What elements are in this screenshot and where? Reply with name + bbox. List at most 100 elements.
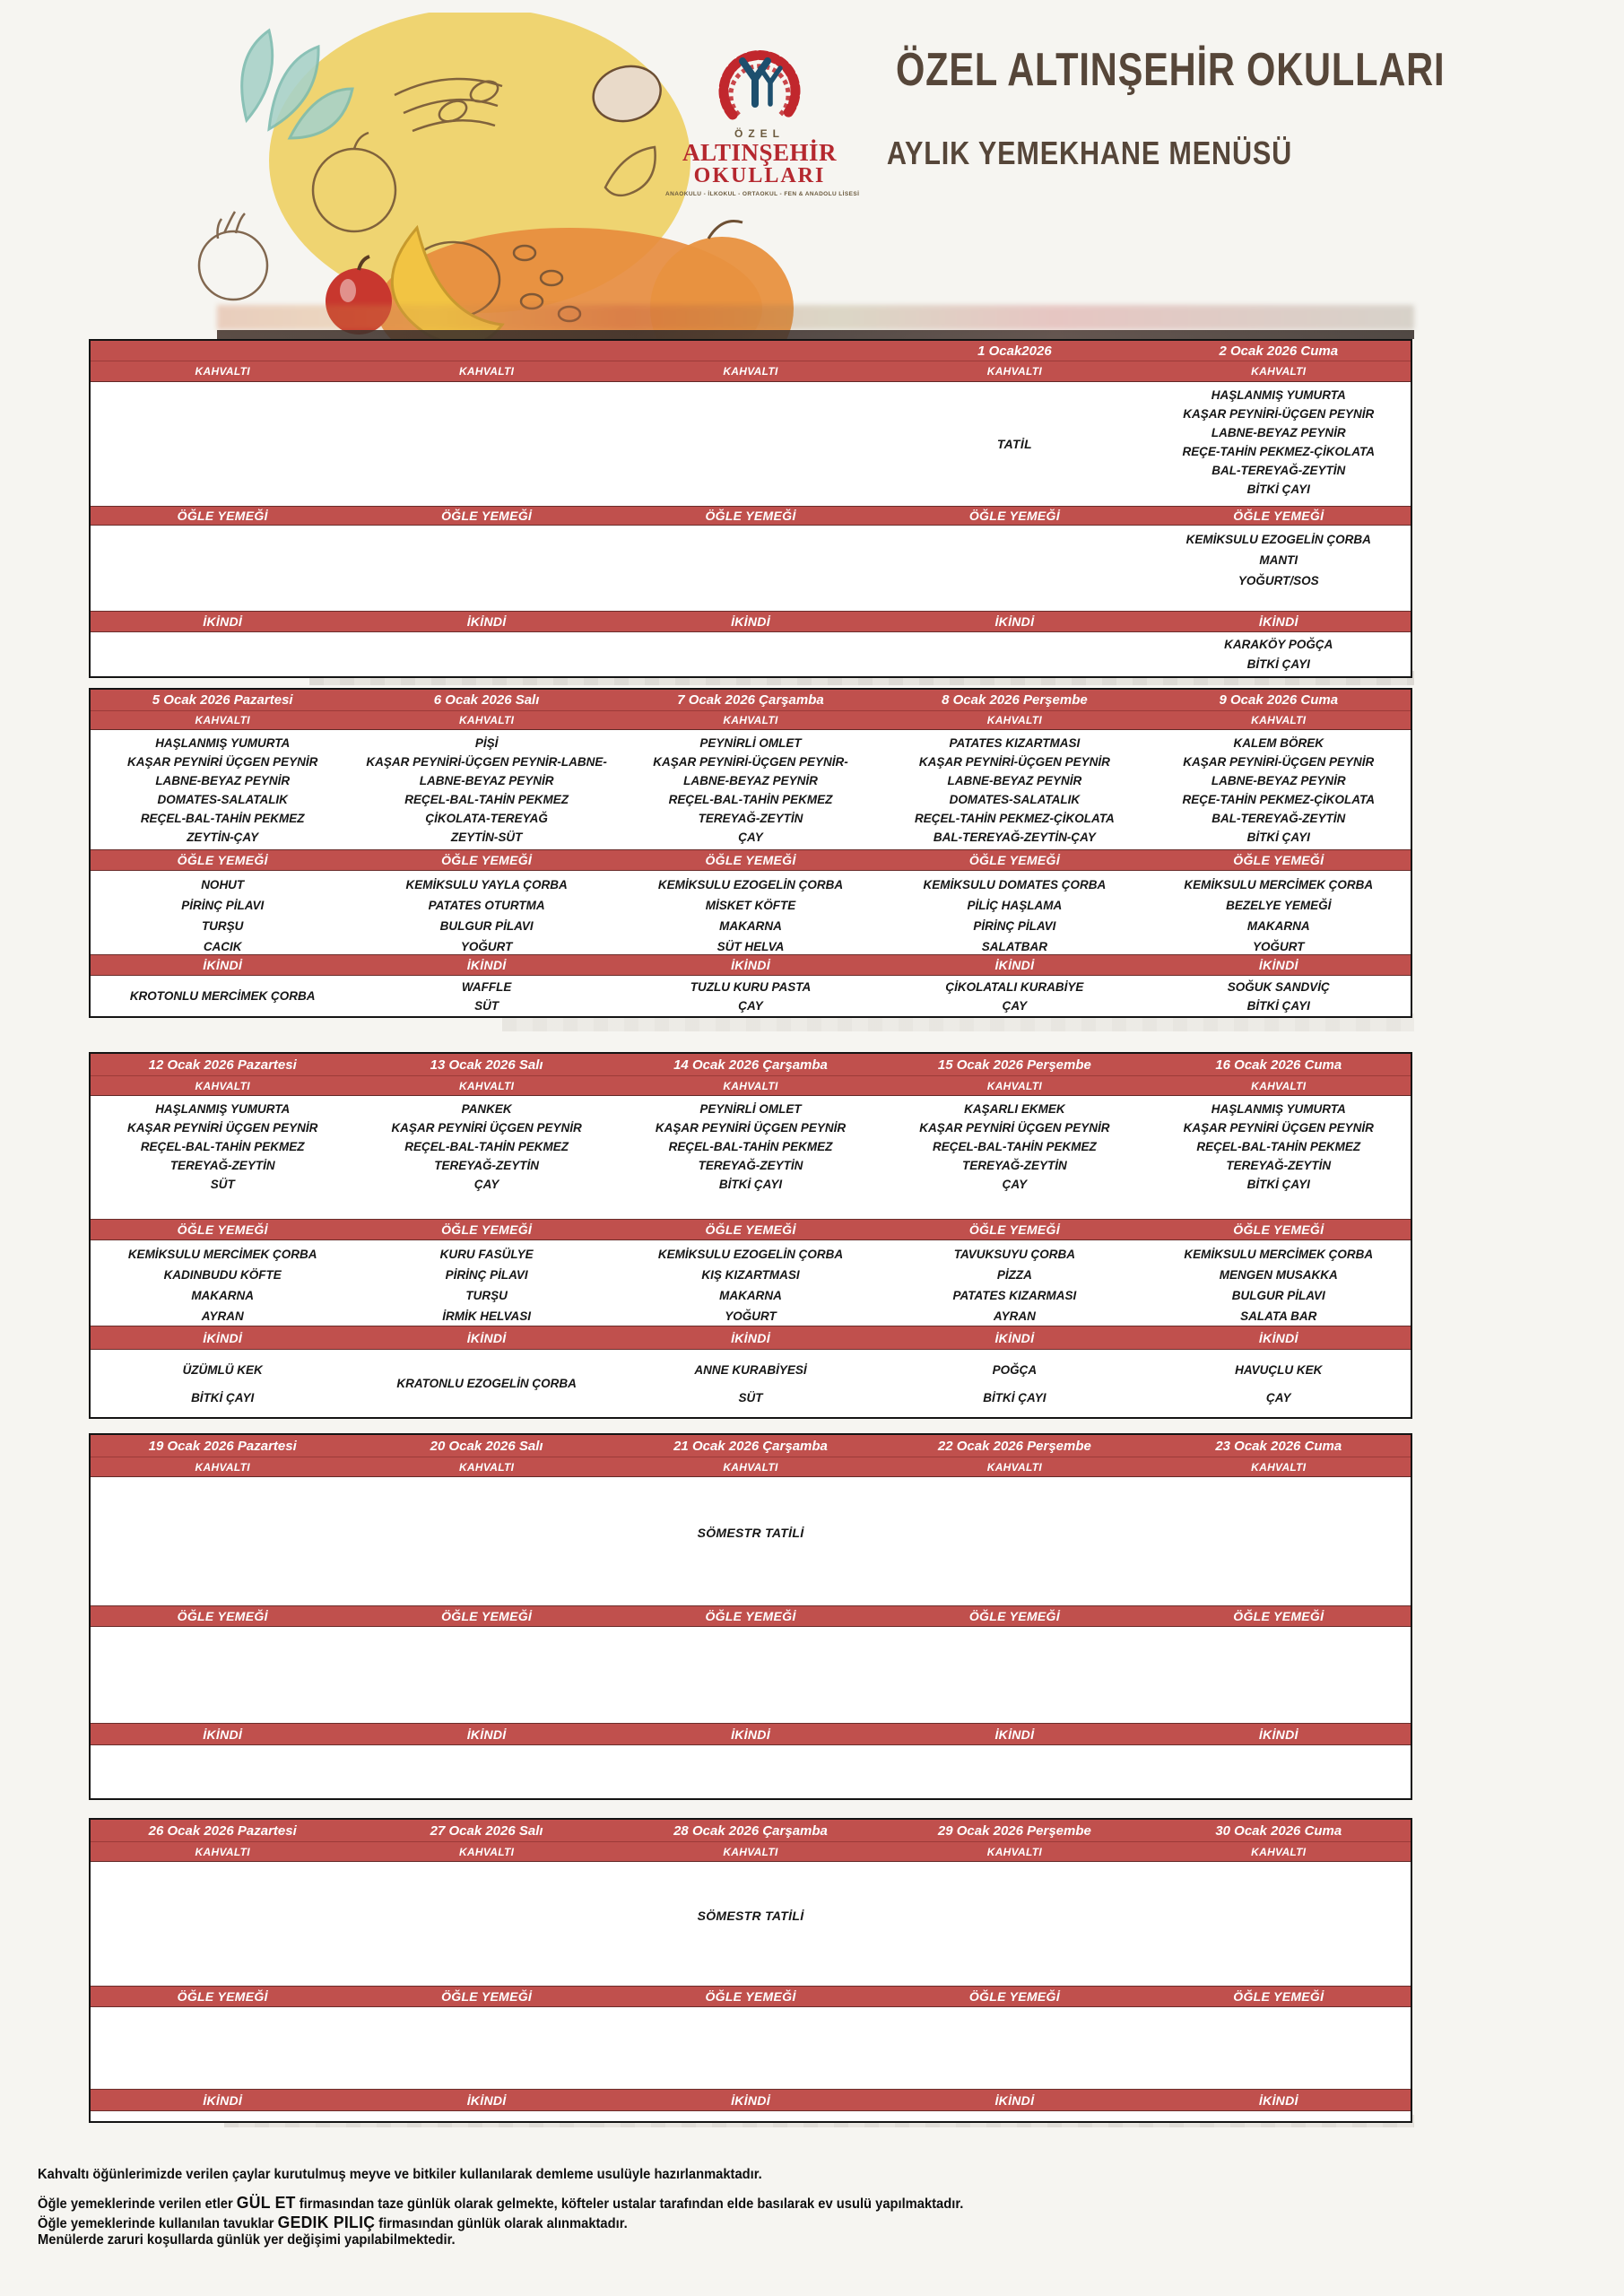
menu-item: TURŞU: [465, 1289, 508, 1302]
lunch-header-label: ÖĞLE YEMEĞİ: [968, 853, 1060, 867]
menu-item: KAŞAR PEYNİRİ ÜÇGEN PEYNİR: [127, 1121, 318, 1135]
snack-header-row: İKİNDİ İKİNDİ İKİNDİ İKİNDİ İKİNDİ: [91, 1723, 1411, 1745]
day-snack-column: [619, 2111, 882, 2121]
menu-item: KEMİKSULU YAYLA ÇORBA: [405, 878, 568, 891]
menu-item: REÇEL-BAL-TAHİN PEKMEZ: [404, 793, 569, 806]
food-illustration: [197, 13, 794, 339]
day-lunch-column: KEMİKSULU EZOGELİN ÇORBA MİSKET KÖFTE MAKA…: [619, 871, 882, 954]
menu-item: KAŞAR PEYNİRİ ÜÇGEN PEYNİR: [127, 755, 318, 769]
day-snack-column: ÇİKOLATALI KURABİYE ÇAY: [882, 976, 1146, 1016]
breakfast-header-label: KAHVALTI: [986, 714, 1043, 726]
date-cell: 26 Ocak 2026 Pazartesi: [148, 1822, 297, 1839]
day-snack-column: POĞÇA BİTKİ ÇAYI: [882, 1350, 1146, 1417]
date-cell: 19 Ocak 2026 Pazartesi: [148, 1438, 297, 1454]
supplier-name: GÜL ET: [236, 2192, 296, 2212]
snack-header-label: İKİNDİ: [994, 958, 1035, 972]
menu-item: BEZELYE YEMEĞİ: [1226, 899, 1332, 912]
day-snack-column: [91, 1745, 354, 1798]
breakfast-header-label: KAHVALTI: [458, 714, 515, 726]
breakfast-header-label: KAHVALTI: [195, 714, 250, 726]
menu-item: KAŞAR PEYNİRİ-ÜÇGEN PEYNİR: [1183, 755, 1375, 769]
day-snack-column: [354, 1745, 618, 1798]
header-titles: ÖZEL ALTINŞEHİR OKULLARI AYLIK YEMEKHANE…: [847, 43, 1445, 172]
day-snack-column: HAVUÇLU KEK ÇAY: [1147, 1350, 1411, 1417]
lunch-header-row: ÖĞLE YEMEĞİ ÖĞLE YEMEĞİ ÖĞLE YEMEĞİ ÖĞLE YE…: [91, 506, 1411, 526]
menu-item: YOĞURT: [725, 1309, 777, 1323]
breakfast-header-label: KAHVALTI: [986, 1845, 1043, 1858]
snack-header-label: İKİNDİ: [994, 1330, 1035, 1345]
menu-item: BULGUR PİLAVI: [1231, 1289, 1325, 1302]
menu-item: TURŞU: [201, 919, 244, 933]
lunch-header-label: ÖĞLE YEMEĞİ: [968, 1989, 1060, 2004]
day-snack-column: KARAKÖY POĞÇA BİTKİ ÇAYI: [1147, 632, 1411, 676]
week-date-row: 1 Ocak2026 2 Ocak 2026 Cuma: [91, 341, 1411, 361]
menu-item: REÇE-TAHİN PEKMEZ-ÇİKOLATA: [1182, 445, 1376, 458]
menu-item: BİTKİ ÇAYI: [1246, 998, 1310, 1013]
day-snack-column: WAFFLE SÜT: [354, 976, 618, 1016]
menu-item: PATATES KIZARMASI: [952, 1289, 1077, 1302]
lunch-header-label: ÖĞLE YEMEĞİ: [705, 509, 796, 523]
breakfast-header-label: KAHVALTI: [195, 1460, 250, 1474]
date-cell: 1 Ocak2026: [977, 343, 1052, 359]
menu-item: REÇEL-BAL-TAHİN PEKMEZ: [404, 1140, 569, 1153]
menu-item: REÇEL-BAL-TAHİN PEKMEZ: [140, 812, 305, 825]
day-breakfast-column: PİŞİ KAŞAR PEYNİRİ-ÜÇGEN PEYNİR-LABNE- LAB…: [354, 730, 618, 849]
menu-item: LABNE-BEYAZ PEYNİR: [947, 774, 1082, 787]
snack-body-row: [91, 2111, 1411, 2121]
day-lunch-column: [91, 1627, 354, 1723]
day-lunch-column: KEMİKSULU DOMATES ÇORBA PİLİÇ HAŞLAMA PİRİ…: [882, 871, 1146, 954]
day-snack-column: [619, 1745, 882, 1798]
week-table-2: 5 Ocak 2026 Pazartesi 6 Ocak 2026 Salı 7 O…: [89, 688, 1412, 1018]
menu-item: LABNE-BEYAZ PEYNİR: [1211, 426, 1346, 439]
footer-note-line: Kahvaltı öğünlerimizde verilen çaylar ku…: [38, 2167, 762, 2183]
snack-header-label: İKİNDİ: [1258, 1330, 1298, 1345]
day-breakfast-column: PEYNİRLİ OMLET KAŞAR PEYNİRİ ÜÇGEN PEYNİR…: [619, 1096, 882, 1219]
menu-item: ANNE KURABİYESİ: [694, 1362, 807, 1377]
school-logo: ÖZEL ALTINŞEHİR OKULLARI ANAOKULU - İLKO…: [665, 32, 859, 197]
menu-item: ÜZÜMLÜ KEK: [182, 1362, 263, 1377]
breakfast-header-row: KAHVALTI KAHVALTI KAHVALTI KAHVALTI KAHVALTI: [91, 1842, 1411, 1862]
day-lunch-column: [882, 526, 1146, 611]
day-breakfast-column: PEYNİRLİ OMLET KAŞAR PEYNİRİ-ÜÇGEN PEYNİR…: [619, 730, 882, 849]
menu-item: KURU FASÜLYE: [439, 1248, 534, 1261]
menu-item: MAKARNA: [1246, 919, 1310, 933]
menu-item: ÇİKOLATA-TEREYAĞ: [425, 812, 548, 825]
lunch-header-label: ÖĞLE YEMEĞİ: [1233, 509, 1324, 523]
day-breakfast-column: KALEM BÖREK KAŞAR PEYNİRİ-ÜÇGEN PEYNİR LAB…: [1147, 730, 1411, 849]
day-lunch-column: [882, 2007, 1146, 2089]
menu-item: İRMİK HELVASI: [442, 1309, 531, 1323]
snack-header-label: İKİNDİ: [203, 2092, 243, 2108]
menu-item: LABNE-BEYAZ PEYNİR: [1211, 774, 1346, 787]
menu-item: SALATA BAR: [1240, 1309, 1317, 1323]
date-cell: 5 Ocak 2026 Pazartesi: [152, 692, 293, 708]
lunch-header-label: ÖĞLE YEMEĞİ: [705, 1989, 796, 2004]
menu-item: LABNE-BEYAZ PEYNİR: [419, 774, 554, 787]
breakfast-header-label: KAHVALTI: [1251, 714, 1307, 726]
week-table-4: 19 Ocak 2026 Pazartesi 20 Ocak 2026 Salı 2…: [89, 1433, 1412, 1800]
day-snack-column: SOĞUK SANDVİÇ BİTKİ ÇAYI: [1147, 976, 1411, 1016]
snack-header-row: İKİNDİ İKİNDİ İKİNDİ İKİNDİ İKİNDİ: [91, 954, 1411, 976]
lunch-body-row: NOHUT PİRİNÇ PİLAVI TURŞU CACIK KEMİKSULU YA…: [91, 871, 1411, 954]
week-date-row: 12 Ocak 2026 Pazartesi 13 Ocak 2026 Salı 1…: [91, 1054, 1411, 1076]
day-snack-column: [619, 632, 882, 676]
lunch-header-label: ÖĞLE YEMEĞİ: [1233, 1222, 1324, 1237]
day-snack-column: TUZLU KURU PASTA ÇAY: [619, 976, 882, 1016]
menu-item: BAL-TEREYAĞ-ZEYTİN: [1211, 464, 1346, 477]
snack-header-label: İKİNDİ: [1258, 1726, 1298, 1742]
day-lunch-column: KEMİKSULU MERCİMEK ÇORBA BEZELYE YEMEĞİ MA…: [1147, 871, 1411, 954]
menu-item: PİŞİ: [474, 736, 499, 750]
day-lunch-column: [1147, 1627, 1411, 1723]
menu-item: BİTKİ ÇAYI: [1246, 483, 1310, 496]
day-lunch-column: [619, 1627, 882, 1723]
lunch-body-row: [91, 2007, 1411, 2089]
breakfast-header-label: KAHVALTI: [723, 1845, 778, 1858]
day-snack-column: [882, 632, 1146, 676]
holiday-note: SÖMESTR TATİLİ: [697, 1909, 804, 1924]
menu-item: LABNE-BEYAZ PEYNİR: [683, 774, 818, 787]
menu-item: PEYNİRLİ OMLET: [699, 736, 802, 750]
menu-item: PİLİÇ HAŞLAMA: [967, 899, 1063, 912]
day-breakfast-column: HAŞLANMIŞ YUMURTA KAŞAR PEYNİRİ ÜÇGEN PEY…: [91, 1096, 354, 1219]
lunch-header-label: ÖĞLE YEMEĞİ: [177, 1989, 268, 2004]
breakfast-header-label: KAHVALTI: [1251, 1079, 1307, 1092]
menu-item: AYRAN: [201, 1309, 244, 1323]
